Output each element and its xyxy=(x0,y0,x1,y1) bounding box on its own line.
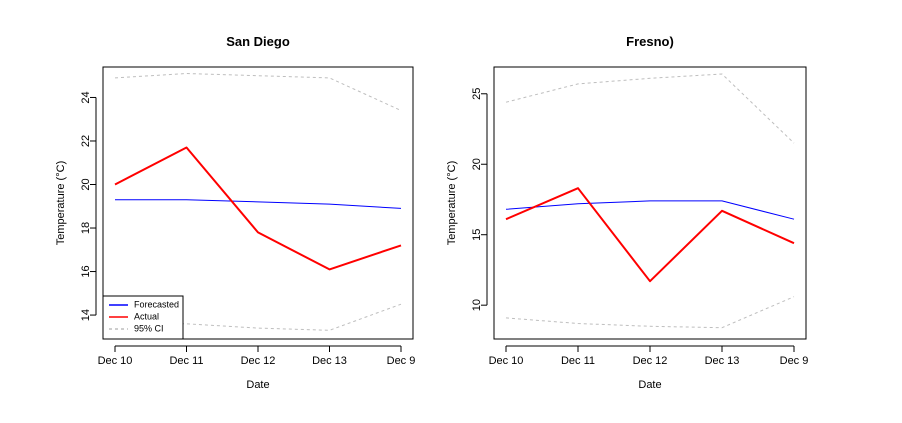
panel-1-y-tick-label: 20 xyxy=(80,178,92,190)
panel-1-y-tick-label: 24 xyxy=(80,91,92,103)
panel-1-series-line-forecasted-0 xyxy=(115,199,402,209)
panel-2-x-tick-label: Dec 9 xyxy=(780,355,809,367)
panel-2-plot-frame xyxy=(493,66,807,340)
panel-2-series-line-95-ci-3 xyxy=(505,296,795,329)
panel-1-x-tick-label: Dec 9 xyxy=(387,355,416,367)
panel-1-chart-title: San Diego xyxy=(226,34,290,49)
panel-1-series-line-95-ci-3 xyxy=(114,303,402,331)
panel-2-y-axis-label: Temperature (°C) xyxy=(446,161,458,245)
panel-1-legend-entry-label: Actual xyxy=(134,311,159,321)
panel-1-x-tick-label: Dec 10 xyxy=(98,355,133,367)
panel-1-series-line-95-ci-2 xyxy=(114,73,402,111)
panel-1-series-line-actual-1 xyxy=(114,146,402,271)
panel-1-y-tick-label: 18 xyxy=(80,222,92,234)
panel-1-y-axis-label: Temperature (°C) xyxy=(55,161,67,245)
panel-2-x-tick-label: Dec 11 xyxy=(561,355,595,367)
panel-1-legend-entry-label: Forecasted xyxy=(134,299,179,309)
panel-2-y-tick-label: 20 xyxy=(471,158,483,170)
panel-1-legend-entry-label: 95% CI xyxy=(134,323,164,333)
panel-2-series-line-95-ci-2 xyxy=(505,73,795,144)
panel-2-y-tick-label: 15 xyxy=(471,229,483,241)
panel-1-y-tick-label: 16 xyxy=(80,265,92,277)
panel-1-x-tick-label: Dec 13 xyxy=(312,355,347,367)
panel-2-x-axis-label: Date xyxy=(638,379,661,391)
panel-2-y-tick-label: 25 xyxy=(471,88,483,100)
panel-2-x-tick-label: Dec 13 xyxy=(705,355,740,367)
panel-2-x-tick-label: Dec 10 xyxy=(489,355,524,367)
panel-1-x-tick-label: Dec 12 xyxy=(241,355,276,367)
panel-1-y-tick-label: 22 xyxy=(80,135,92,147)
panel-2-chart-title: Fresno) xyxy=(626,34,674,49)
panel-2-series-line-actual-1 xyxy=(505,187,795,283)
panel-1-y-tick-label: 14 xyxy=(80,309,92,321)
panel-2-y-tick-label: 10 xyxy=(471,299,483,311)
panel-1-x-tick-label: Dec 11 xyxy=(169,355,203,367)
panel-1-plot-frame xyxy=(102,66,414,340)
panel-1-x-axis-label: Date xyxy=(246,379,269,391)
panel-2-x-tick-label: Dec 12 xyxy=(633,355,668,367)
panel-2-series-line-forecasted-0 xyxy=(505,200,795,220)
